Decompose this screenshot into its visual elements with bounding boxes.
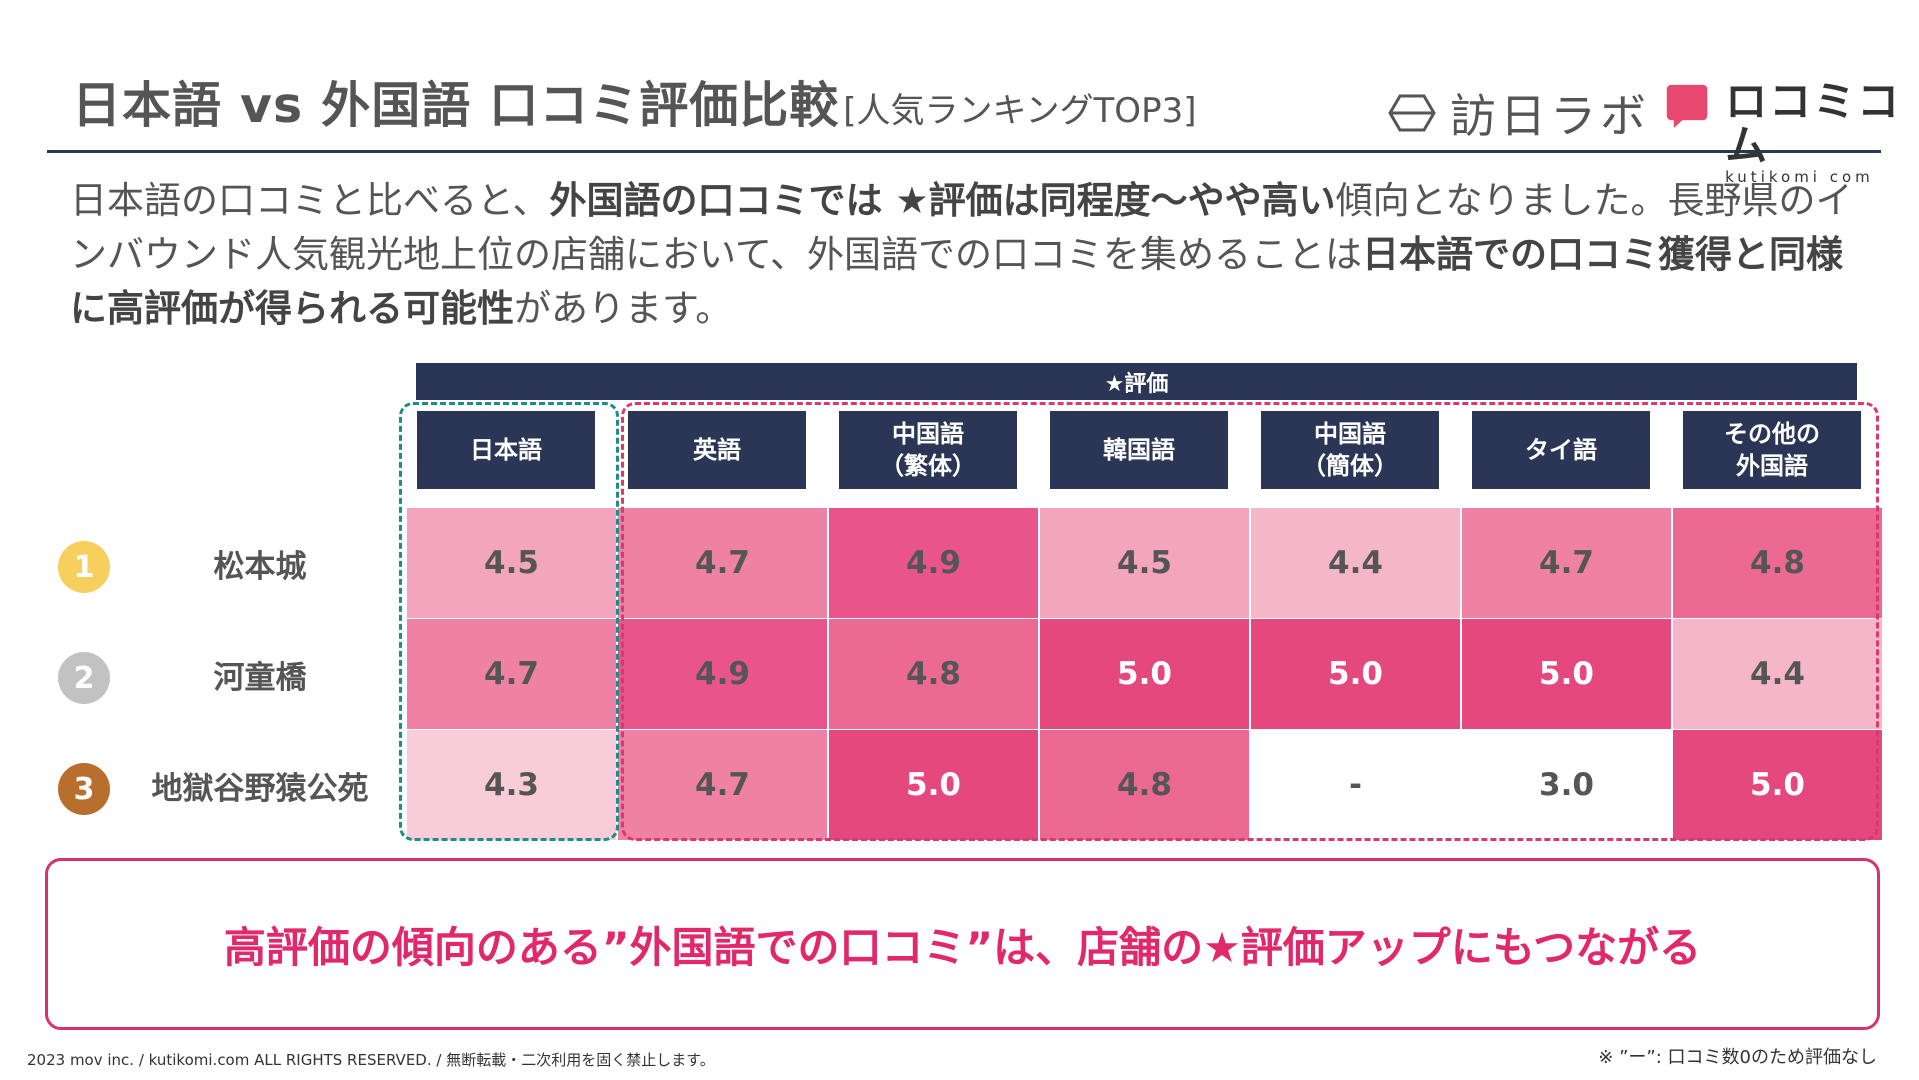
foreign-columns-highlight (621, 402, 1879, 841)
column-header-chinese-traditional: 中国語 （繁体） (839, 411, 1017, 489)
rank-badge-silver: 2 (58, 652, 110, 704)
rating-cell: 5.0 (1673, 730, 1883, 841)
rating-cell: 4.9 (618, 619, 828, 730)
rating-cell: 5.0 (829, 730, 1039, 841)
rating-cell: 4.4 (1251, 508, 1461, 619)
row-label-matsumoto-castle: 松本城 (213, 549, 307, 585)
column-header-korean: 韓国語 (1050, 411, 1228, 489)
title-divider (47, 150, 1881, 153)
kutikomi-logo-subtext: kutikomi com (1725, 168, 1874, 186)
row-label-kappa-bridge: 河童橋 (213, 660, 307, 696)
rating-cell: 5.0 (1251, 619, 1461, 730)
row-label-jigokudani-monkey-park: 地獄谷野猿公苑 (151, 771, 369, 807)
hexagon-logo-icon (1388, 94, 1436, 132)
page-title: 日本語 vs 外国語 口コミ評価比較 [人気ランキングTOP3] (72, 66, 1196, 137)
column-header-other-languages: その他の 外国語 (1683, 411, 1861, 489)
footnote: ※ ”ー”: 口コミ数0のため評価なし (1598, 1047, 1877, 1068)
rating-cell: 5.0 (1462, 619, 1672, 730)
rating-cell: 4.8 (1673, 508, 1883, 619)
kutikomi-logo: ロコミコム kutikomi com (1665, 80, 1919, 186)
column-header-thai: タイ語 (1472, 411, 1650, 489)
houmon-labo-logo: 訪日ラボ (1388, 80, 1650, 146)
rating-cell: 4.7 (407, 619, 617, 730)
page-title-main: 日本語 vs 外国語 口コミ評価比較 (72, 77, 840, 134)
rank-badge-bronze: 3 (58, 763, 110, 815)
rating-cell: 5.0 (1040, 619, 1250, 730)
japanese-column-highlight (399, 402, 619, 841)
description-part-2: 傾向となりました。長野県のインバウンド人気観光地上位の店舗において、外国語での口… (70, 179, 1853, 276)
description-part-3: があります。 (514, 287, 733, 330)
page-title-sub: [人気ランキングTOP3] (843, 91, 1197, 131)
description-part-1: 日本語の口コミと比べると、 (70, 179, 550, 222)
copyright-footer: 2023 mov inc. / kutikomi.com ALL RIGHTS … (27, 1051, 715, 1069)
conclusion-callout: 高評価の傾向のある”外国語での口コミ”は、店舗の★評価アップにもつながる (45, 858, 1880, 1030)
rating-cell: 4.3 (407, 730, 617, 841)
rating-cell: 4.8 (1040, 730, 1250, 841)
houmon-labo-logo-text: 訪日ラボ (1450, 89, 1650, 143)
rating-cell: 4.7 (618, 730, 828, 841)
column-header-chinese-simplified: 中国語 （簡体） (1261, 411, 1439, 489)
column-header-japanese: 日本語 (417, 411, 595, 489)
column-header-english: 英語 (628, 411, 806, 489)
rank-badge-gold: 1 (58, 541, 110, 593)
description-bold-1: 外国語の口コミでは ★評価は同程度〜やや高い (549, 179, 1336, 222)
rating-cell: 4.5 (1040, 508, 1250, 619)
kutikomi-logo-text: ロコミコム (1725, 77, 1902, 170)
description-bold-2: 日本語での口コミ獲得と同様に高評価が得られる可能性 (70, 233, 1844, 330)
chat-bubble-logo-icon (1666, 84, 1708, 129)
rating-cell: 4.7 (618, 508, 828, 619)
rating-cell: 4.8 (829, 619, 1039, 730)
description-text: 日本語の口コミと比べると、外国語の口コミでは ★評価は同程度〜やや高い傾向となり… (70, 174, 1860, 336)
rating-cell: 4.9 (829, 508, 1039, 619)
star-rating-header: ★評価 (416, 363, 1857, 400)
rating-cell: 4.7 (1462, 508, 1672, 619)
rating-cell: 4.4 (1673, 619, 1883, 730)
